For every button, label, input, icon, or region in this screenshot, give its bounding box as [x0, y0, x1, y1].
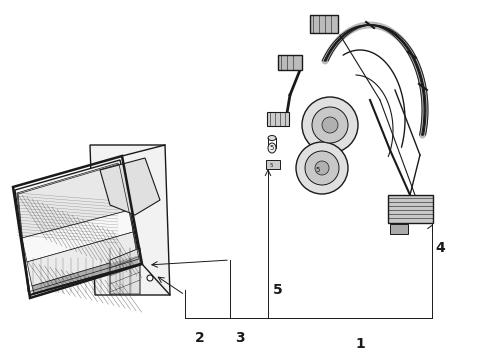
Circle shape [305, 151, 339, 185]
Polygon shape [15, 160, 140, 295]
FancyBboxPatch shape [266, 160, 280, 169]
Circle shape [315, 161, 329, 175]
Polygon shape [17, 163, 130, 238]
Text: 4: 4 [435, 241, 445, 255]
Circle shape [296, 142, 348, 194]
FancyBboxPatch shape [310, 15, 338, 33]
Text: 5: 5 [269, 162, 273, 167]
Ellipse shape [268, 135, 276, 140]
Text: 5: 5 [273, 283, 283, 297]
Circle shape [140, 162, 146, 168]
Polygon shape [22, 210, 133, 262]
Polygon shape [32, 255, 139, 293]
Polygon shape [100, 158, 160, 215]
Polygon shape [27, 232, 137, 286]
Text: 3: 3 [235, 331, 245, 345]
Text: 2: 2 [195, 331, 205, 345]
Polygon shape [90, 145, 170, 295]
FancyBboxPatch shape [278, 55, 302, 70]
Text: 5: 5 [316, 167, 320, 173]
Text: 1: 1 [355, 337, 365, 351]
Polygon shape [110, 248, 140, 294]
FancyBboxPatch shape [388, 195, 433, 223]
Circle shape [322, 117, 338, 133]
Circle shape [302, 97, 358, 153]
Ellipse shape [268, 143, 276, 153]
Circle shape [147, 275, 153, 281]
Text: 5: 5 [270, 145, 274, 151]
FancyBboxPatch shape [267, 112, 289, 126]
FancyBboxPatch shape [390, 224, 408, 234]
Circle shape [312, 107, 348, 143]
